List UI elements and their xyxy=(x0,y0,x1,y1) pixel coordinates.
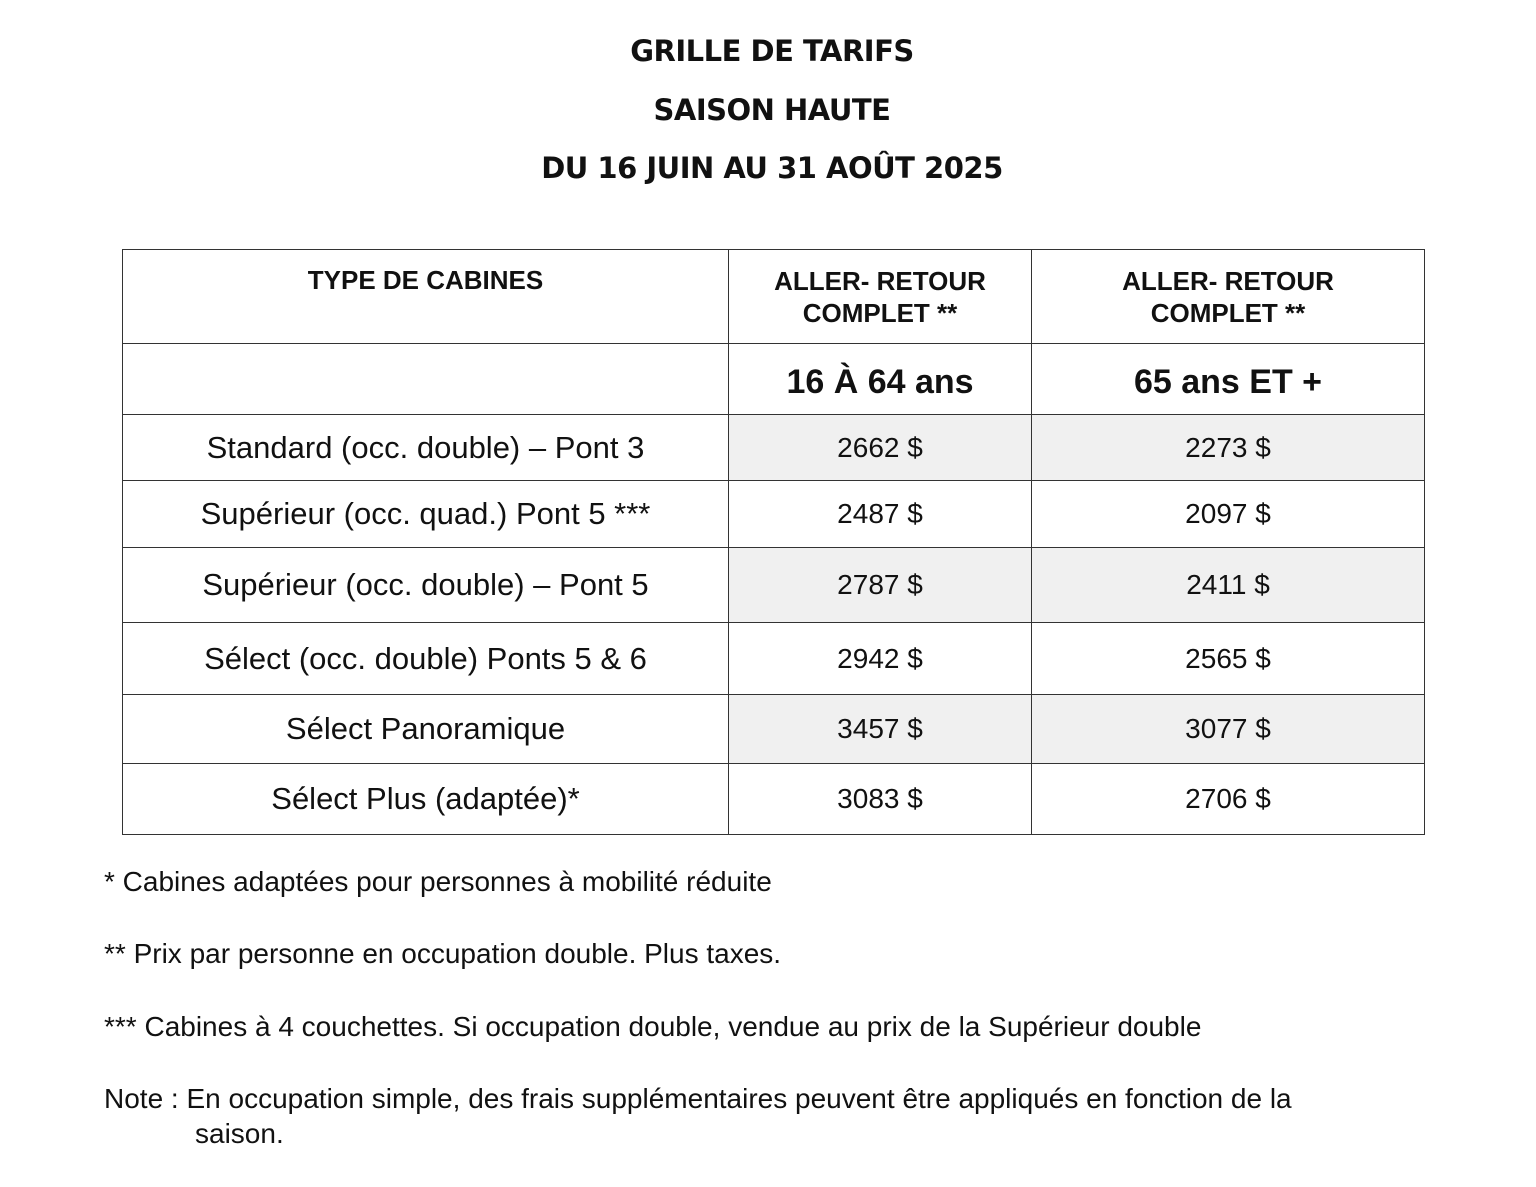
header-row: TYPE DE CABINES ALLER- RETOUR COMPLET **… xyxy=(122,249,1425,344)
price-cell: 2787 $ xyxy=(728,547,1032,623)
column-header: ALLER- RETOUR COMPLET ** xyxy=(1031,249,1425,344)
cabin-type: Sélect Panoramique xyxy=(122,694,729,764)
price-cell: 3457 $ xyxy=(728,694,1032,764)
table-row: Supérieur (occ. quad.) Pont 5 *** 2487 $… xyxy=(122,480,1425,548)
table-row: Sélect Panoramique 3457 $ 3077 $ xyxy=(122,694,1425,764)
cabin-type: Sélect Plus (adaptée)* xyxy=(122,763,729,835)
column-header: ALLER- RETOUR COMPLET ** xyxy=(728,249,1032,344)
table-row: Standard (occ. double) – Pont 3 2662 $ 2… xyxy=(122,414,1425,481)
note-line-1: Note : En occupation simple, des frais s… xyxy=(104,1083,1292,1114)
price-cell: 2706 $ xyxy=(1031,763,1425,835)
table-row: Sélect Plus (adaptée)* 3083 $ 2706 $ xyxy=(122,763,1425,835)
price-cell: 3077 $ xyxy=(1031,694,1425,764)
season-label: SAISON HAUTE xyxy=(653,93,892,127)
price-cell: 2097 $ xyxy=(1031,480,1425,548)
table-row: Sélect (occ. double) Ponts 5 & 6 2942 $ … xyxy=(122,622,1425,695)
price-cell: 2662 $ xyxy=(728,414,1032,481)
footnote-3: *** Cabines à 4 couchettes. Si occupatio… xyxy=(104,1011,1202,1042)
footnote-2: ** Prix par personne en occupation doubl… xyxy=(104,938,782,969)
cabin-type: Sélect (occ. double) Ponts 5 & 6 xyxy=(122,622,729,695)
age-row: 16 À 64 ans 65 ans ET + xyxy=(122,343,1425,415)
note-line-2: saison. xyxy=(195,1118,284,1149)
cabin-type: Standard (occ. double) – Pont 3 xyxy=(122,414,729,481)
price-cell: 2273 $ xyxy=(1031,414,1425,481)
cabin-type: Supérieur (occ. double) – Pont 5 xyxy=(122,547,729,623)
age-group: 16 À 64 ans xyxy=(728,343,1032,415)
cabin-type: Supérieur (occ. quad.) Pont 5 *** xyxy=(122,480,729,548)
footnote-1: * Cabines adaptées pour personnes à mobi… xyxy=(104,866,772,897)
price-cell: 2487 $ xyxy=(728,480,1032,548)
table-row: Supérieur (occ. double) – Pont 5 2787 $ … xyxy=(122,547,1425,623)
document-title: GRILLE DE TARIFS xyxy=(630,34,914,68)
rate-table: TYPE DE CABINES ALLER- RETOUR COMPLET **… xyxy=(122,249,1425,835)
price-cell: 2411 $ xyxy=(1031,547,1425,623)
date-range: DU 16 JUIN AU 31 AOÛT 2025 xyxy=(541,151,1003,185)
age-group xyxy=(122,343,729,415)
column-header: TYPE DE CABINES xyxy=(122,249,729,344)
price-cell: 2565 $ xyxy=(1031,622,1425,695)
price-cell: 2942 $ xyxy=(728,622,1032,695)
price-cell: 3083 $ xyxy=(728,763,1032,835)
age-group: 65 ans ET + xyxy=(1031,343,1425,415)
